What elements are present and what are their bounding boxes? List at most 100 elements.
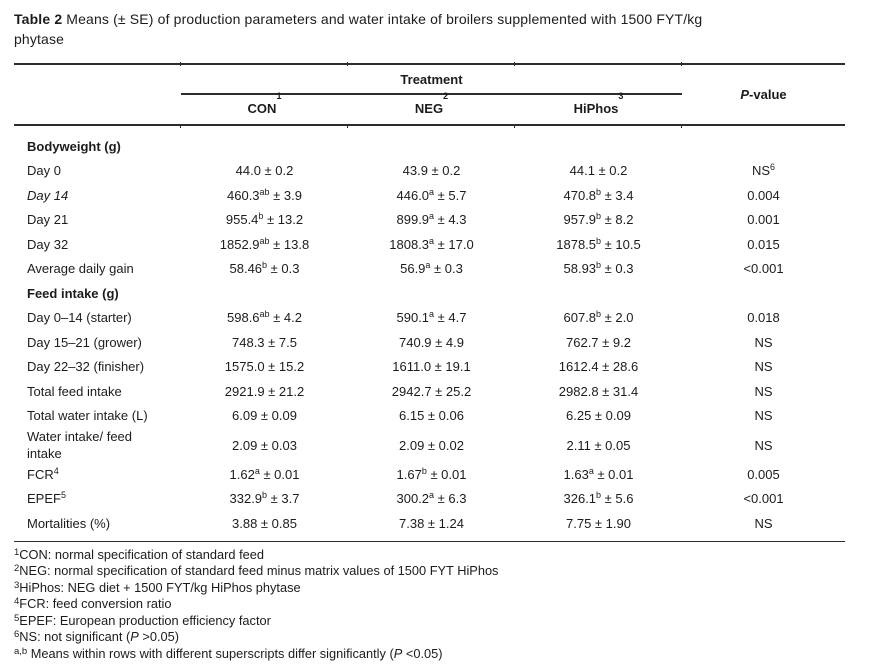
table-row: Day 22–32 (finisher) 1575.0 ± 15.2 1611.0 … [14,355,845,380]
value-cell: 1611.0 ± 19.1 [392,359,471,375]
value-cell: 1.63a ± 0.01 [563,465,634,482]
row-label: Day 0–14 (starter) [27,310,132,326]
row-label: Day 14 [27,187,69,203]
value-cell: 1575.0 ± 15.2 [224,359,305,375]
value-cell: 762.7 ± 9.2 [566,334,631,350]
pvalue-cell: 0.015 [747,236,780,252]
superscript-marker: a [429,211,435,222]
pvalue-cell: 0.001 [747,212,780,228]
row-label: Day 15–21 (grower) [27,334,142,350]
header-treatment-columns: CON 1 NEG 2 HiPhos 3 [181,91,682,124]
row-label: Total water intake (L) [27,408,148,424]
superscript-marker: a [254,465,260,476]
pvalue-cell: NS [754,515,773,531]
column-header-pvalue: P -value [740,87,787,102]
table-caption-text-line2: phytase [14,31,65,47]
table-row: Day 15–21 (grower) 748.3 ± 7.5 740.9 ± 4.9… [14,330,845,355]
value-cell: 740.9 ± 4.9 [399,334,464,350]
value-cell: 6.25 ± 0.09 [566,408,631,424]
value-cell: 899.9a ± 4.3 [396,211,467,228]
value-cell: 6.09 ± 0.09 [232,408,297,424]
superscript-marker: b [596,211,602,222]
footnote: 2NEG: normal specification of standard f… [14,563,499,579]
value-cell: 58.46b ± 0.3 [229,260,300,277]
value-cell: 598.6ab ± 4.2 [227,309,302,326]
superscript-marker: 2 [14,563,20,575]
value-cell: 1878.5b ± 10.5 [556,235,641,252]
table-row: Day 0 44.0 ± 0.2 43.9 ± 0.2 44.1 ± 0.2 NS6 [14,159,845,184]
pvalue-cell: NS [754,359,773,375]
value-cell: 446.0a ± 5.7 [396,186,467,203]
row-label: Water intake/ feed intake [27,429,133,461]
value-cell: 332.9b ± 3.7 [229,490,300,507]
table-row: Day 32 1852.9ab ± 13.8 1808.3a ± 17.0 1878.… [14,232,845,257]
superscript-marker: a [429,186,435,197]
footnote: 5EPEF: European production efficiency fa… [14,612,271,628]
column-tick [347,124,348,128]
footnote: a,b Means within rows with different sup… [14,646,443,662]
value-cell: 44.0 ± 0.2 [235,163,294,179]
value-cell: 300.2a ± 6.3 [396,490,467,507]
superscript-marker: 6 [14,629,20,641]
value-cell: 607.8b ± 2.0 [563,309,634,326]
pvalue-cell: <0.001 [743,491,784,507]
value-cell: 460.3ab ± 3.9 [227,186,302,203]
table-row: Average daily gain 58.46b ± 0.3 56.9a ± 0.… [14,257,845,282]
row-label: FCR4 [27,465,59,482]
pvalue-cell: NS [754,437,773,453]
superscript-marker: 6 [770,162,776,173]
value-cell: 44.1 ± 0.2 [569,163,628,179]
value-cell: 1.67b ± 0.01 [396,465,467,482]
superscript-marker: a [429,490,435,501]
superscript-marker: b [596,260,602,271]
column-tick [180,62,181,66]
superscript-marker: b [262,490,268,501]
superscript-marker: 3 [14,579,20,591]
section-label: Feed intake (g) [27,285,119,301]
table-caption: Table 2 Means (± SE) of production param… [14,9,824,49]
value-cell: 58.93b ± 0.3 [563,260,634,277]
pvalue-cell: <0.001 [743,261,784,277]
footnote: 4FCR: feed conversion ratio [14,596,172,612]
superscript-marker: b [596,309,602,320]
row-label: Mortalities (%) [27,515,111,531]
table-body: Bodyweight (g) Day 0 44.0 ± 0.2 43.9 ± 0.2 4… [14,126,845,542]
value-cell: 748.3 ± 7.5 [232,334,297,350]
value-cell: 2982.8 ± 31.4 [558,383,639,399]
superscript-marker: a,b [14,646,28,658]
value-cell: 955.4b ± 13.2 [225,211,304,228]
row-label: Day 21 [27,212,69,228]
footnote: 1CON: normal specification of standard f… [14,546,264,562]
table-row: Total water intake (L) 6.09 ± 0.09 6.15 ± … [14,404,845,429]
column-tick [347,62,348,66]
column-tick [681,124,682,128]
header-treatment-label: Treatment [181,65,682,95]
footnote: 3HiPhos: NEG diet + 1500 FYT/kg HiPhos p… [14,579,301,595]
column-tick [681,62,682,66]
value-cell: 1852.9ab ± 13.8 [219,235,310,252]
superscript-marker: a [429,235,435,246]
table-row: Water intake/ feed intake 2.09 ± 0.03 2.09 … [14,428,845,462]
table-row: EPEF5 332.9b ± 3.7 300.2a ± 6.3 326.1b ± 5.… [14,487,845,512]
pvalue-cell: NS [754,408,773,424]
section-label: Bodyweight (g) [27,138,121,154]
value-cell: 2.09 ± 0.03 [232,437,297,453]
superscript-marker: a [425,260,431,271]
superscript-marker: ab [259,186,270,197]
superscript-marker: 5 [14,612,20,624]
superscript-marker: 5 [60,490,66,501]
row-label: EPEF5 [27,490,66,507]
value-cell: 957.9b ± 8.2 [563,211,634,228]
header-treatment-group: Treatment CON 1 NEG 2 HiPhos 3 [181,65,682,124]
value-cell: 6.15 ± 0.06 [399,408,464,424]
value-cell: 1808.3a ± 17.0 [389,235,474,252]
data-table: Treatment CON 1 NEG 2 HiPhos 3 P -value Body… [14,62,845,542]
pvalue-cell: NS [754,334,773,350]
row-label: Day 22–32 (finisher) [27,359,145,375]
table-row: Total feed intake 2921.9 ± 21.2 2942.7 ± 2… [14,379,845,404]
pvalue-cell: NS [754,383,773,399]
table-row: Mortalities (%) 3.88 ± 0.85 7.38 ± 1.24 7.7… [14,511,845,536]
column-header-neg: NEG 2 [414,91,449,117]
value-cell: 7.38 ± 1.24 [399,515,464,531]
